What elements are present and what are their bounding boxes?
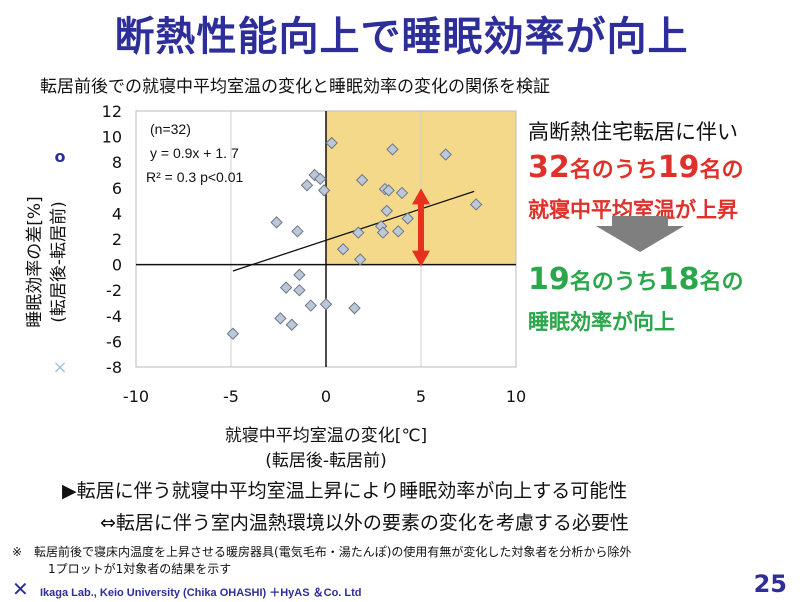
double-arrow-head-up [412, 188, 430, 205]
conclusion-line1: ▶転居に伴う就寝中平均室温上昇により睡眠効率が向上する可能性 [62, 480, 628, 502]
conclusion-line2: ⇔転居に伴う室内温熱環境以外の要素の変化を考慮する必要性 [100, 512, 629, 534]
side-text-line4: 19名のうち18名の [528, 262, 744, 297]
data-point [382, 184, 395, 197]
tick-labels: -10 -5 0 5 10 12 10 8 6 4 2 0 -2 -4 -6 -8 [102, 102, 527, 406]
data-point [391, 225, 405, 238]
y-tick-label: 6 [112, 179, 122, 198]
data-point [293, 268, 306, 282]
side-l4-d: 名の [699, 270, 744, 295]
footnote-line2: 1プロットが1対象者の結果を示す [48, 562, 232, 576]
side-l4-b: 名のうち [569, 270, 658, 295]
side-text-line3: 就寝中平均室温が上昇 [528, 194, 738, 224]
x-tick-label: 5 [416, 387, 426, 406]
y-axis-label: 睡眠効率の差[%] [25, 196, 45, 327]
legend-x-marker: × [52, 357, 67, 378]
footnote-line1: ※ 転居前後で寝床内温度を上昇させる暖房器具(電気毛布・湯たんぽ)の使用有無が変… [12, 545, 632, 559]
data-point [355, 173, 369, 187]
data-point [348, 301, 361, 315]
chart-annotations: (n=32) y = 0.9x + 1. 7 R² = 0.3 p<0.01 [146, 121, 244, 185]
side-text-line2: 32名のうち19名の [528, 150, 744, 185]
count-19b: 19 [528, 262, 570, 297]
data-points [226, 136, 483, 340]
x-tick-label: -10 [123, 387, 149, 406]
y-tick-label: 12 [102, 102, 122, 121]
data-point [270, 216, 283, 229]
x-tick-label: -5 [223, 387, 239, 406]
y-tick-label: 4 [112, 204, 122, 223]
count-18: 18 [657, 262, 700, 297]
data-point [439, 148, 452, 161]
data-point [380, 204, 394, 218]
x-axis-label: 就寝中平均室温の変化[℃] [225, 425, 427, 446]
down-arrow-shaft [612, 216, 668, 228]
data-point [314, 172, 327, 186]
data-point [352, 226, 365, 239]
data-point [300, 179, 314, 192]
y-tick-label: -4 [106, 307, 122, 326]
count-19: 19 [657, 150, 700, 185]
annotation-equation: y = 0.9x + 1. 7 [150, 145, 239, 161]
data-point [353, 253, 367, 266]
scatter-chart: -10 -5 0 5 10 12 10 8 6 4 2 0 -2 -4 -6 -8 (n=32) y = 0.… [25, 102, 527, 470]
y-tick-label: -8 [106, 358, 122, 377]
data-point [469, 198, 483, 211]
data-point [386, 143, 399, 156]
count-32: 32 [528, 150, 570, 185]
data-point [317, 184, 331, 197]
double-arrow-head-down [412, 250, 430, 267]
data-point [395, 186, 409, 200]
data-point [325, 136, 338, 150]
chart-subtitle: 転居前後での就寝中平均室温の変化と睡眠効率の変化の関係を検証 [40, 77, 550, 97]
data-point [274, 312, 287, 325]
double-arrow-group [412, 188, 430, 267]
y-tick-label: 8 [112, 153, 122, 172]
lab-logo-icon: ✕ [12, 577, 29, 601]
side-l2-b: 名のうち [569, 158, 658, 183]
y-axis-label-2: (転居後-転居前) [49, 201, 69, 322]
side-l2-d: 名の [699, 158, 744, 183]
annotation-r2: R² = 0.3 p<0.01 [146, 169, 244, 185]
data-point [319, 298, 333, 311]
data-point [293, 283, 306, 297]
y-tick-label: -6 [106, 332, 122, 351]
data-point [401, 212, 414, 225]
x-tick-label: 0 [321, 387, 331, 406]
data-point [279, 281, 293, 294]
data-point [304, 299, 318, 312]
y-tick-label: 10 [102, 128, 122, 147]
chart-axes [136, 111, 516, 367]
y-tick-label: -2 [106, 281, 122, 300]
page-number: 25 [753, 570, 787, 598]
data-point [226, 327, 240, 340]
annotation-n: (n=32) [150, 121, 191, 137]
footer-credit: Ikaga Lab., Keio University (Chika OHASH… [40, 587, 362, 599]
x-tick-label: 10 [506, 387, 526, 406]
side-text-line1: 高断熱住宅転居に伴い [528, 120, 738, 144]
side-l3-b: が上昇 [675, 198, 738, 222]
legend-circle-marker: o [55, 147, 66, 166]
data-point [291, 225, 304, 238]
y-tick-label: 0 [112, 256, 122, 275]
data-point [376, 226, 390, 239]
side-text-line5: 睡眠効率が向上 [528, 310, 675, 334]
data-point [285, 318, 299, 331]
page-title: 断熱性能向上で睡眠効率が向上 [114, 14, 689, 60]
y-tick-label: 2 [112, 230, 122, 249]
down-arrow-icon [596, 226, 684, 252]
data-point [336, 243, 350, 256]
x-axis-label-2: (転居後-転居前) [265, 451, 386, 470]
